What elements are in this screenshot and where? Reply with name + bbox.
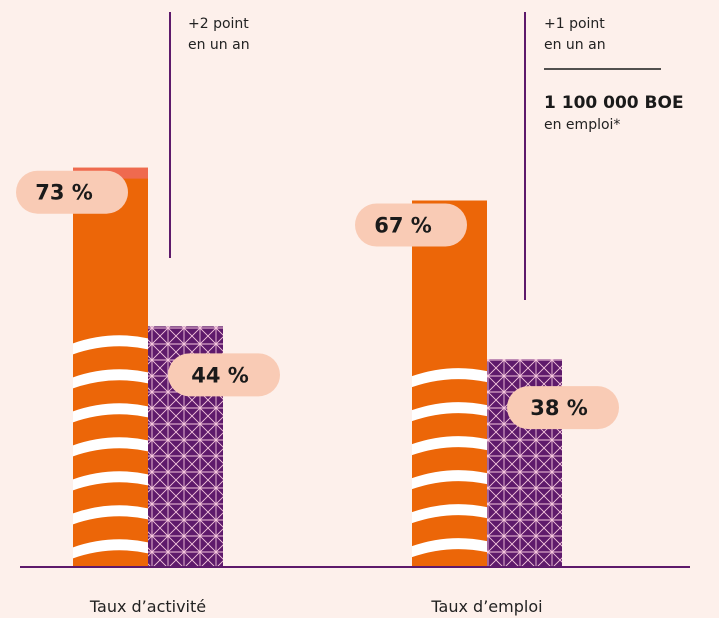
value-pill xyxy=(507,386,619,430)
bar-1-stripe xyxy=(73,437,148,457)
bar-1-stripe xyxy=(73,369,148,389)
bar-1-stripe xyxy=(73,471,148,491)
value-label-1-b: 44 % xyxy=(168,353,280,397)
bar-1-stripe xyxy=(73,539,148,559)
bar-2-stripe xyxy=(412,368,487,388)
bar-1-stripe xyxy=(73,505,148,525)
value-pill xyxy=(16,170,128,214)
bar-2-stripe xyxy=(412,436,487,456)
annotation-2-line-1: +1 point xyxy=(544,16,605,32)
bar-1-stripe xyxy=(73,403,148,423)
annotation-2-line-2: en un an xyxy=(544,37,606,53)
annotation-1-line-1: +2 point xyxy=(188,16,249,32)
value-pill xyxy=(355,203,467,247)
bar-1-orange xyxy=(73,167,148,567)
value-labels-layer: 73 % 44 % 67 % 38 % xyxy=(16,170,619,430)
bar-2-stripe xyxy=(412,504,487,524)
bar-2-stripe xyxy=(412,470,487,490)
bar-2-stripe xyxy=(412,402,487,422)
bars-layer xyxy=(73,167,562,567)
value-pill xyxy=(168,353,280,397)
bar-2-stripe xyxy=(412,538,487,558)
value-label-2-a: 67 % xyxy=(355,203,467,247)
category-label-2: Taux d’emploi xyxy=(430,597,542,616)
value-label-text: 44 % xyxy=(191,363,249,387)
bar-1-stripe xyxy=(73,335,148,355)
value-label-1-a: 73 % xyxy=(16,170,128,214)
value-label-text: 73 % xyxy=(35,181,93,205)
callout-text: en emploi* xyxy=(544,117,620,133)
callout-value: 1 100 000 BOE xyxy=(544,93,684,113)
category-label-1: Taux d’activité xyxy=(89,597,206,616)
value-label-text: 38 % xyxy=(530,396,588,420)
value-label-2-b: 38 % xyxy=(507,386,619,430)
value-label-text: 67 % xyxy=(374,214,432,238)
annotation-1-line-2: en un an xyxy=(188,37,250,53)
